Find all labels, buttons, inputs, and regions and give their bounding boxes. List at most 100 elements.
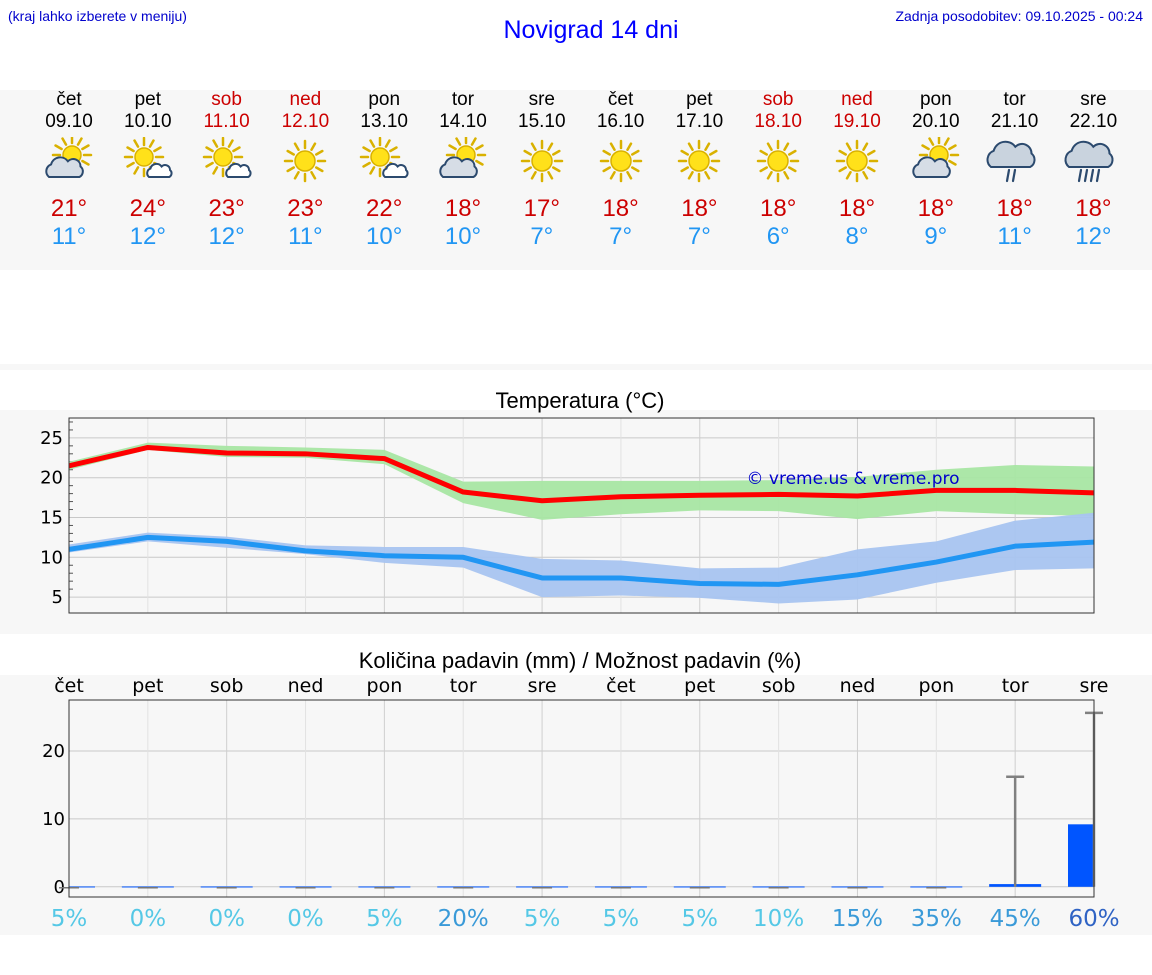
min-temp: 12°	[1075, 223, 1112, 250]
location-hint[interactable]: (kraj lahko izberete v meniju)	[8, 8, 187, 24]
sun-shape	[756, 139, 800, 183]
sun-ray	[704, 142, 711, 151]
sun-ray	[759, 166, 769, 173]
sun-ray	[61, 137, 68, 146]
sun-ray	[680, 149, 690, 156]
sun-ray	[688, 171, 695, 180]
sun-ray	[126, 161, 135, 168]
sun-ray	[470, 137, 477, 146]
day-column: ned 12.10 23° 11°	[265, 89, 345, 251]
sun-ray	[709, 166, 718, 173]
max-temp: 18°	[996, 195, 1033, 222]
sun-small-cloud-icon	[359, 137, 409, 178]
x-category-label: pet	[132, 675, 163, 697]
sun-ray	[947, 144, 957, 151]
min-temp: 7°	[687, 223, 711, 250]
cloud-shape	[146, 162, 173, 178]
day-date: 22.10	[1069, 111, 1118, 132]
day-column: čet 09.10 21° 11°	[29, 89, 109, 251]
sun-ray	[81, 144, 90, 151]
x-category-label: pet	[684, 675, 715, 697]
sun-ray	[475, 144, 484, 151]
day-name: ned	[841, 89, 873, 110]
precip-bar	[831, 886, 884, 888]
sun-ray	[766, 171, 773, 180]
max-temp: 18°	[681, 195, 718, 222]
sun-ray	[845, 171, 852, 180]
sun-ray	[369, 166, 376, 175]
min-temp: 10°	[444, 223, 482, 250]
max-temp: 23°	[208, 195, 245, 222]
sun-shape	[835, 139, 879, 183]
day-column: sre 22.10 18° 12°	[1053, 89, 1133, 251]
day-column: sob 11.10 23° 12°	[187, 89, 267, 251]
day-name: sre	[1080, 89, 1107, 110]
day-date: 19.10	[833, 111, 881, 132]
max-temp: 18°	[917, 195, 954, 222]
plot-frame	[68, 699, 1095, 898]
precip-bar	[673, 886, 726, 888]
sun-ray	[286, 149, 296, 156]
sun-ray	[867, 166, 876, 173]
precip-bar	[358, 886, 411, 888]
precip-chance-label: 0%	[287, 906, 324, 932]
day-column: pet 17.10 18° 7°	[659, 89, 739, 251]
cloud-shape	[45, 156, 84, 178]
sun-ray	[759, 149, 769, 156]
precip-chance-label: 20%	[438, 906, 489, 932]
sun-ray	[133, 166, 140, 175]
day-date: 13.10	[360, 111, 408, 132]
sun-disc	[531, 150, 553, 172]
sun-icon	[520, 139, 564, 183]
sun-ray	[630, 149, 640, 156]
sun-ray	[783, 171, 790, 180]
forecast-band	[0, 90, 1152, 270]
sun-ray	[630, 166, 640, 173]
day-date: 16.10	[596, 111, 645, 132]
sun-ray	[766, 142, 773, 151]
sun-ray	[227, 139, 234, 148]
sun-ray	[530, 142, 537, 151]
day-name: pet	[134, 89, 161, 110]
max-temp: 18°	[444, 195, 482, 222]
rain-drop	[1096, 168, 1101, 183]
sun-ray	[609, 142, 616, 151]
precip-chance-label: 0%	[130, 906, 167, 932]
day-column: pon 20.10 18° 9°	[896, 89, 976, 251]
precip-bar	[516, 886, 569, 888]
sun-ray	[126, 146, 135, 153]
max-temp: 22°	[366, 195, 403, 222]
sun-ray	[204, 161, 214, 168]
sun-disc	[688, 150, 711, 172]
y-tick-label: 25	[40, 428, 63, 449]
x-category-label: tor	[1002, 675, 1029, 697]
sun-ray	[838, 149, 847, 156]
sun-small-cloud-icon	[202, 137, 252, 178]
cloud-shape	[382, 162, 409, 178]
sun-ray	[862, 142, 869, 151]
plot-frame	[68, 417, 1095, 614]
sun-ray	[81, 159, 90, 166]
max-temp: 17°	[523, 195, 560, 222]
precip-bar	[437, 886, 490, 888]
cloud-heavy-rain-icon	[1064, 140, 1114, 183]
min-temp: 7°	[530, 223, 554, 250]
x-category-label: pon	[918, 675, 954, 697]
day-column: tor 21.10 18° 11°	[975, 89, 1055, 251]
sun-ray	[286, 166, 296, 173]
precipitation-chart-title: Količina padavin (mm) / Možnost padavin …	[358, 648, 802, 673]
min-temp: 11°	[288, 223, 323, 250]
sun-ray	[369, 139, 376, 148]
sun-cloud-icon	[912, 137, 960, 178]
sun-ray	[211, 139, 218, 148]
day-name: pon	[368, 89, 401, 110]
min-temp: 12°	[129, 223, 166, 250]
precip-chance-label: 5%	[524, 906, 561, 932]
day-name: tor	[1003, 89, 1026, 110]
sun-ray	[211, 166, 218, 175]
cloud-shape	[912, 156, 951, 178]
min-temp: 9°	[924, 223, 948, 250]
precip-chance-label: 45%	[990, 906, 1041, 932]
sun-disc	[212, 147, 233, 167]
x-category-label: sre	[528, 675, 557, 697]
